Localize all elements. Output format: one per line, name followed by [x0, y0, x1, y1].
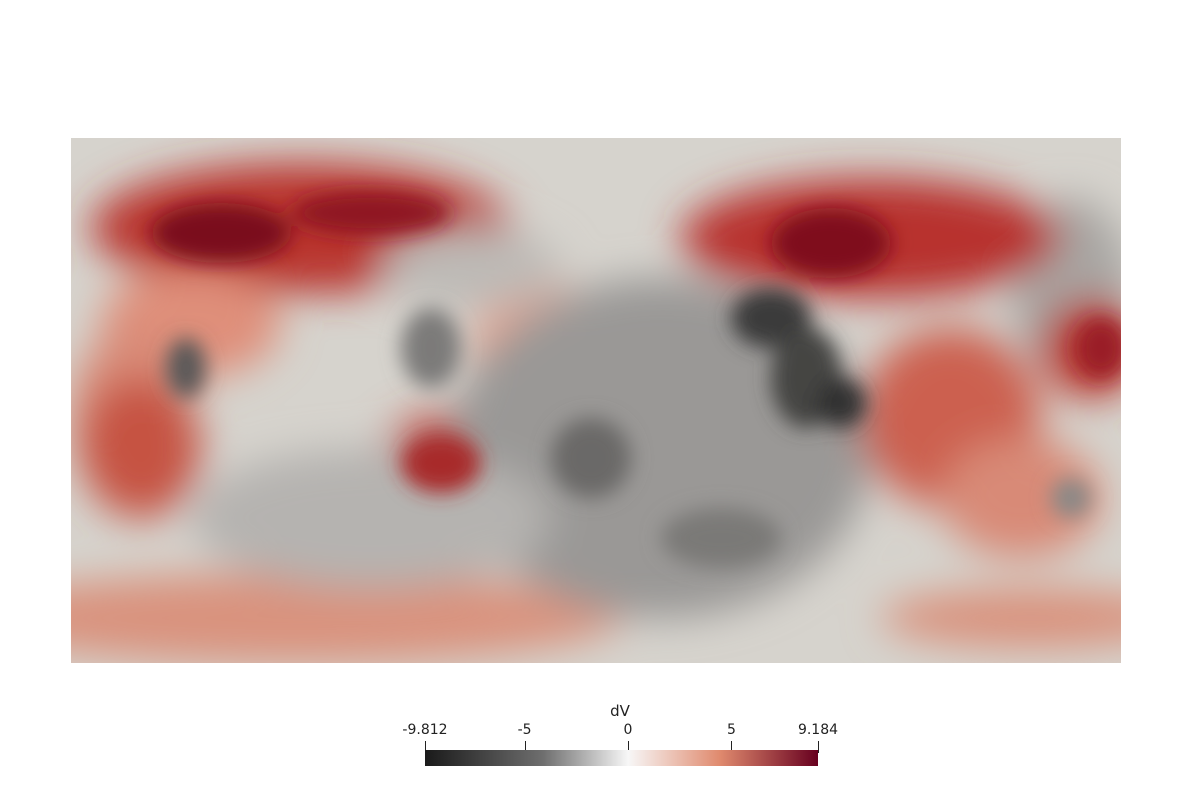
map-svg	[71, 138, 1121, 663]
colorbar-tick-label: 5	[727, 722, 736, 738]
colorbar-gradient	[425, 750, 818, 766]
colorbar-tick-label: -9.812	[402, 722, 447, 738]
colorbar-tick-label: 0	[624, 722, 633, 738]
colorbar-legend: dV -9.812 -5 0 5 9.184	[380, 700, 860, 770]
colorbar-tick-mark	[818, 741, 819, 753]
colorbar-title: dV	[380, 702, 860, 720]
colorbar-tick-label: 9.184	[798, 722, 838, 738]
colorbar-bar	[425, 750, 818, 766]
velocity-anomaly-map	[71, 138, 1121, 663]
colorbar-tick-label: -5	[518, 722, 532, 738]
